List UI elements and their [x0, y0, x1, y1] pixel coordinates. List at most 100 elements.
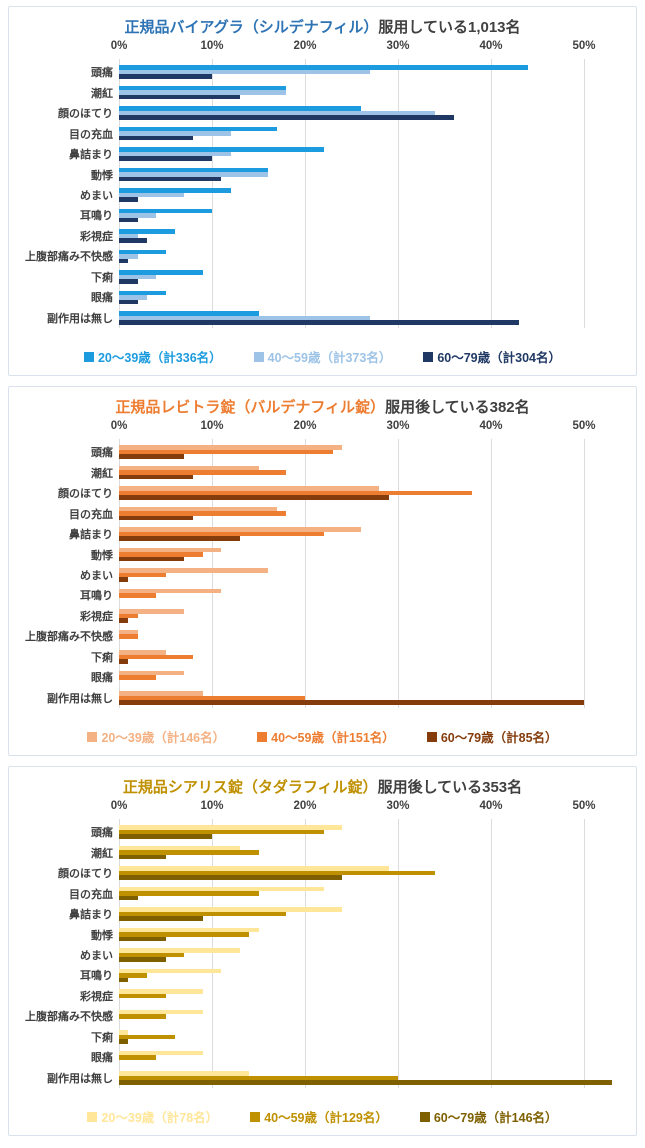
bar [119, 465, 259, 471]
bar [119, 695, 305, 701]
category-label: 潮紅 [91, 467, 113, 480]
gridline [584, 819, 585, 1088]
legend: 20～39歳（計146名） 40～59歳（計151名） 60～79歳（計85名） [9, 727, 636, 746]
legend-item: 60～79歳（計304名） [423, 347, 561, 366]
legend: 20～39歳（計78名） 40～59歳（計129名） 60～79歳（計146名） [9, 1107, 636, 1126]
x-tick-label: 0% [110, 420, 128, 432]
bar [119, 618, 129, 623]
legend-label: 40～59歳（計151名） [271, 731, 395, 745]
bar-group [119, 147, 324, 161]
bar [119, 449, 333, 455]
bar [119, 613, 138, 619]
category-label: 潮紅 [91, 847, 113, 860]
legend: 20～39歳（計336名） 40～59歳（計373名） 60～79歳（計304名） [9, 347, 636, 366]
bar [119, 254, 138, 259]
legend-swatch-icon [423, 351, 434, 362]
plot-area: 頭痛 潮紅 顔のほてり 目の充血 鼻詰まり 動悸 めまい 耳鳴り 彩視症 上腹部痛み不快感 下痢 眼痛… [9, 59, 630, 328]
category-label: 眼痛 [91, 1052, 113, 1065]
bar [119, 274, 157, 280]
bar [119, 829, 324, 835]
bar [119, 311, 259, 316]
bar-group [119, 65, 529, 79]
bar [119, 866, 389, 871]
bar [119, 131, 231, 136]
bar [119, 1039, 129, 1044]
bar [119, 977, 129, 983]
bar [119, 572, 166, 578]
bar-group [119, 948, 240, 962]
bar [119, 295, 147, 300]
category-label: めまい [80, 189, 113, 202]
x-tick-label: 50% [572, 800, 596, 812]
chart-title-suffix: 服用後している382名 [385, 399, 530, 416]
bar [119, 957, 166, 962]
chart-title: 正規品シアリス錠（タダラフィル錠）服用後している353名 [9, 767, 636, 797]
category-label: 目の充血 [69, 128, 113, 141]
category-label: 彩視症 [80, 990, 113, 1003]
bar-group [119, 989, 203, 1003]
bar-group [119, 506, 287, 521]
bar-group [119, 691, 584, 705]
x-tick-label: 40% [479, 420, 503, 432]
legend-item: 60～79歳（計85名） [426, 727, 558, 746]
bar [119, 1055, 157, 1060]
chart-title: 正規品レビトラ錠（バルデナフィル錠）服用後している382名 [9, 387, 636, 417]
bar [119, 217, 138, 223]
x-tick-label: 30% [386, 800, 410, 812]
bar [119, 249, 166, 255]
gridline [491, 439, 492, 708]
x-axis: 0% 10% 20% 30% 40% 50% [9, 40, 636, 56]
legend-swatch-icon [250, 1111, 261, 1122]
legend-label: 20～39歳（計146名） [101, 731, 226, 745]
chart-title-suffix: 服用後している353名 [377, 779, 523, 796]
category-label: 目の充血 [69, 888, 113, 901]
gridline [212, 59, 213, 328]
bar-group [119, 670, 185, 685]
bar [119, 629, 138, 635]
bar [119, 506, 278, 512]
x-axis: 0% 10% 20% 30% 40% 50% [9, 420, 636, 436]
bar-group [119, 629, 138, 644]
gridline [305, 59, 306, 328]
bar [119, 85, 287, 91]
bar [119, 74, 212, 79]
category-label: 副作用は無し [47, 312, 113, 325]
bar [119, 192, 185, 198]
category-label: めまい [80, 949, 113, 962]
legend-item: 60～79歳（計146名） [419, 1107, 558, 1126]
bar [119, 1014, 166, 1019]
x-tick-label: 10% [200, 40, 224, 52]
category-label: 頭痛 [91, 447, 113, 460]
legend-item: 20～39歳（計336名） [83, 347, 222, 366]
bar [119, 527, 361, 532]
bar [119, 936, 166, 942]
bar [119, 279, 138, 284]
x-tick-label: 20% [293, 800, 317, 812]
category-label: 動悸 [91, 929, 113, 942]
bar-group [119, 907, 343, 921]
bar [119, 675, 157, 680]
category-label: 鼻詰まり [69, 149, 113, 162]
legend-swatch-icon [419, 1111, 430, 1122]
category-label: 耳鳴り [80, 970, 113, 983]
bar [119, 454, 185, 459]
category-label: 顔のほてり [58, 108, 113, 121]
bar [119, 258, 129, 264]
bar-group [119, 1030, 175, 1044]
bar [119, 659, 129, 664]
legend-label: 20～39歳（計78名） [101, 1111, 219, 1125]
legend-swatch-icon [253, 351, 264, 362]
bar [119, 1071, 250, 1076]
x-tick-label: 30% [386, 40, 410, 52]
gridline [491, 59, 492, 328]
bar [119, 968, 222, 974]
bar [119, 825, 343, 830]
bar-group [119, 249, 166, 264]
bar [119, 670, 185, 676]
category-label: 彩視症 [80, 230, 113, 243]
bar-group [119, 866, 436, 880]
bar [119, 568, 268, 573]
category-label: 潮紅 [91, 87, 113, 100]
category-label: 耳鳴り [80, 590, 113, 603]
category-label: 動悸 [91, 549, 113, 562]
